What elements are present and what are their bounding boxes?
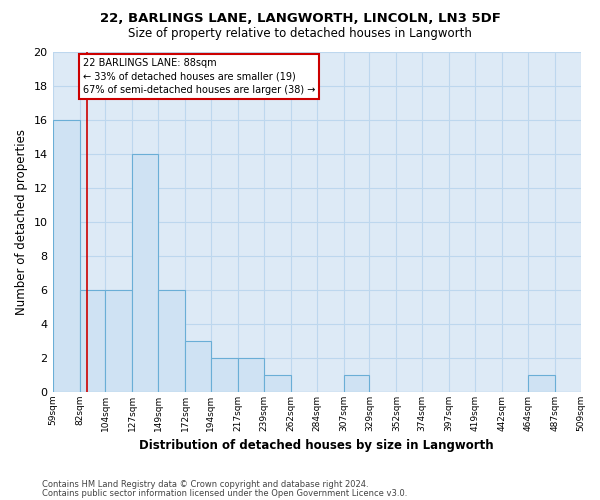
Bar <box>158 290 185 392</box>
Bar <box>80 290 106 392</box>
Text: 22 BARLINGS LANE: 88sqm
← 33% of detached houses are smaller (19)
67% of semi-de: 22 BARLINGS LANE: 88sqm ← 33% of detache… <box>83 58 316 94</box>
Text: 22, BARLINGS LANE, LANGWORTH, LINCOLN, LN3 5DF: 22, BARLINGS LANE, LANGWORTH, LINCOLN, L… <box>100 12 500 26</box>
Y-axis label: Number of detached properties: Number of detached properties <box>15 129 28 315</box>
Bar <box>185 341 211 392</box>
Bar <box>211 358 238 392</box>
Bar <box>264 375 291 392</box>
Bar <box>528 375 554 392</box>
Text: Contains public sector information licensed under the Open Government Licence v3: Contains public sector information licen… <box>42 488 407 498</box>
Text: Contains HM Land Registry data © Crown copyright and database right 2024.: Contains HM Land Registry data © Crown c… <box>42 480 368 489</box>
X-axis label: Distribution of detached houses by size in Langworth: Distribution of detached houses by size … <box>139 440 494 452</box>
Bar <box>238 358 264 392</box>
Bar <box>106 290 133 392</box>
Bar <box>53 120 80 392</box>
Bar <box>133 154 158 392</box>
Text: Size of property relative to detached houses in Langworth: Size of property relative to detached ho… <box>128 28 472 40</box>
Bar <box>344 375 370 392</box>
